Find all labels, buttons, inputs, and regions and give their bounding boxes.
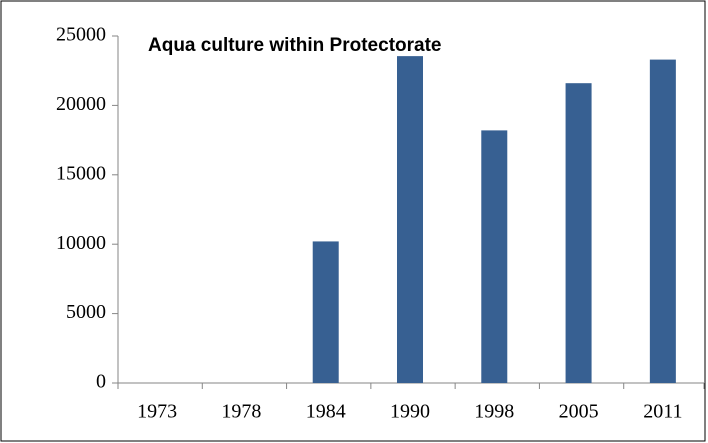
x-tick-label: 2011 <box>643 401 682 423</box>
x-tick-label: 1973 <box>137 401 177 423</box>
y-tick-label: 10000 <box>56 232 106 254</box>
bar <box>649 59 676 383</box>
y-tick-label: 15000 <box>56 162 106 184</box>
chart-title: Aqua culture within Protectorate <box>148 35 441 56</box>
bar <box>312 241 339 383</box>
x-tick-label: 1990 <box>390 401 430 423</box>
x-tick-label: 1998 <box>474 401 514 423</box>
bar <box>397 56 423 383</box>
y-tick-label: 25000 <box>56 24 106 46</box>
y-tick-label: 0 <box>96 371 106 393</box>
x-tick-label: 1984 <box>306 401 346 423</box>
bar <box>565 83 592 383</box>
x-tick-label: 2005 <box>559 401 599 423</box>
bar <box>481 130 508 383</box>
y-tick-label: 5000 <box>66 301 106 323</box>
y-tick-label: 20000 <box>56 93 106 115</box>
x-tick-label: 1978 <box>221 401 261 423</box>
